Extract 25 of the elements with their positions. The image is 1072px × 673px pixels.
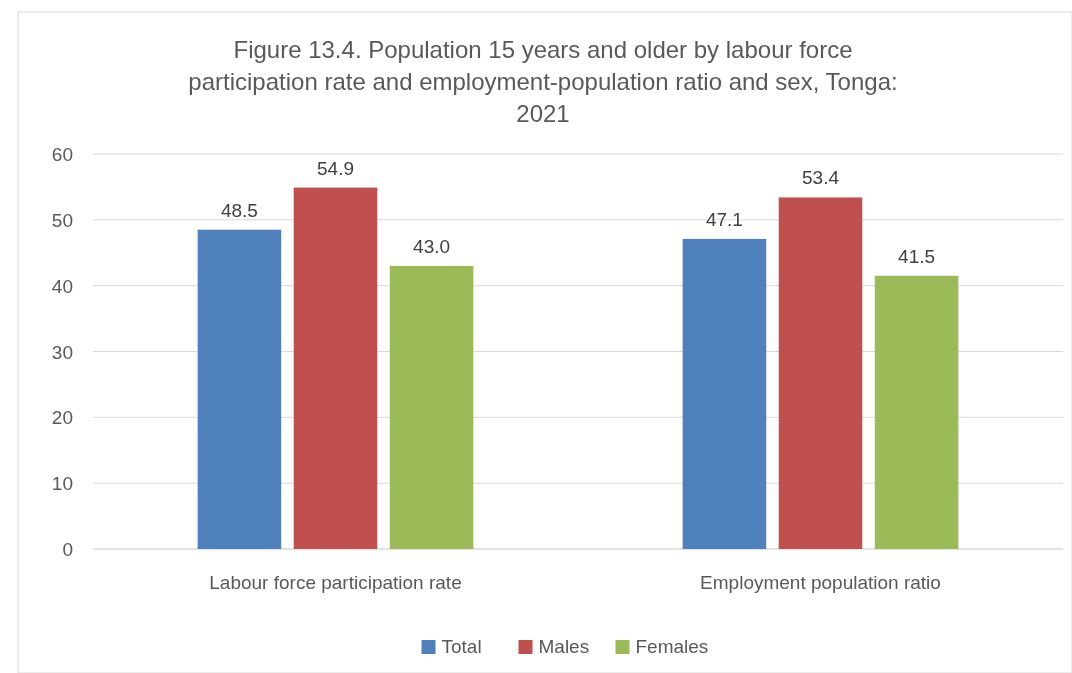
bar [874, 275, 959, 549]
y-tick-label: 60 [51, 144, 73, 165]
x-tick-label: Employment population ratio [700, 572, 941, 593]
bar [293, 187, 378, 549]
legend-label: Females [635, 636, 709, 657]
legend-label: Males [538, 636, 590, 657]
y-tick-label: 50 [51, 209, 73, 231]
y-tick-label: 30 [51, 341, 73, 363]
text: 53.4 [802, 167, 839, 189]
bar [389, 265, 474, 549]
legend-label: Total [441, 636, 482, 657]
y-tick-label: 10 [51, 473, 73, 495]
y-tick-label: 20 [51, 407, 73, 429]
x-tick-label: Labour force participation rate [209, 572, 462, 593]
text: 47.1 [705, 208, 743, 230]
y-tick-label: 0 [62, 539, 73, 560]
chart-title: Figure 13.4. Population 15 years and older by labour force participation rate and employment-population ratio and sex, Tonga: 2021 [188, 36, 898, 127]
y-tick-label: 40 [51, 275, 73, 297]
bar [682, 238, 767, 549]
text: 41.5 [898, 245, 936, 267]
text: 54.9 [317, 157, 354, 179]
bar [197, 229, 282, 549]
text: 43.0 [413, 235, 451, 257]
text: 48.5 [220, 199, 258, 221]
bar [778, 197, 863, 549]
